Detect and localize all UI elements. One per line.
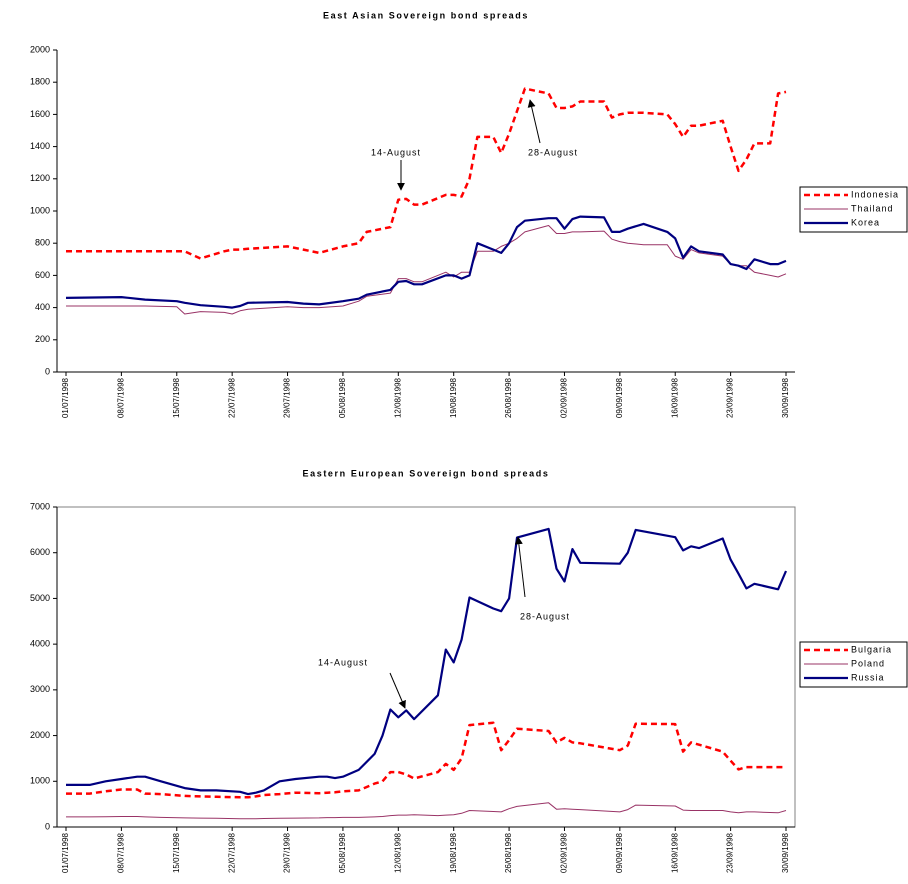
y-tick-label: 1800 bbox=[30, 77, 50, 87]
x-tick-label: 16/09/1998 bbox=[670, 377, 679, 418]
legend-label: Russia bbox=[851, 672, 885, 682]
x-tick-label: 08/07/1998 bbox=[116, 832, 125, 873]
x-tick-label: 19/08/1998 bbox=[449, 377, 458, 418]
y-tick-label: 2000 bbox=[30, 44, 50, 54]
y-tick-label: 2000 bbox=[30, 730, 50, 740]
annotation: 28-August bbox=[528, 147, 578, 157]
x-tick-label: 29/07/1998 bbox=[283, 377, 292, 418]
y-tick-label: 0 bbox=[45, 821, 50, 831]
x-tick-label: 01/07/1998 bbox=[61, 377, 70, 418]
x-tick-label: 05/08/1998 bbox=[338, 377, 347, 418]
y-tick-label: 800 bbox=[35, 238, 50, 248]
y-tick-label: 1200 bbox=[30, 173, 50, 183]
x-tick-label: 12/08/1998 bbox=[393, 377, 402, 418]
annotation-arrow bbox=[514, 536, 526, 598]
y-tick-label: 1000 bbox=[30, 776, 50, 786]
plot-border bbox=[56, 506, 796, 828]
x-tick-label: 09/09/1998 bbox=[615, 832, 624, 873]
x-tick-label: 26/08/1998 bbox=[504, 832, 513, 873]
annotation: 14-August bbox=[371, 147, 421, 157]
y-tick-label: 0 bbox=[45, 366, 50, 376]
legend-label: Thailand bbox=[851, 203, 894, 213]
annotation-arrow bbox=[527, 99, 541, 144]
x-tick-label: 01/07/1998 bbox=[61, 832, 70, 873]
y-tick-label: 600 bbox=[35, 270, 50, 280]
chart-title: Eastern European Sovereign bond spreads bbox=[303, 468, 550, 478]
y-tick-label: 7000 bbox=[30, 501, 50, 511]
annotation-arrow bbox=[389, 672, 406, 709]
x-tick-label: 23/09/1998 bbox=[726, 377, 735, 418]
annotation: 14-August bbox=[318, 657, 368, 667]
y-tick-label: 6000 bbox=[30, 547, 50, 557]
y-tick-label: 4000 bbox=[30, 639, 50, 649]
annotation: 28-August bbox=[520, 611, 570, 621]
x-tick-label: 30/09/1998 bbox=[781, 832, 790, 873]
chart: Eastern European Sovereign bond spreads 0… bbox=[30, 468, 908, 873]
series-line bbox=[66, 802, 787, 820]
x-tick-label: 05/08/1998 bbox=[338, 832, 347, 873]
x-tick-label: 29/07/1998 bbox=[283, 832, 292, 873]
x-tick-label: 12/08/1998 bbox=[393, 832, 402, 873]
y-tick-label: 1400 bbox=[30, 141, 50, 151]
x-tick-label: 30/09/1998 bbox=[781, 377, 790, 418]
x-tick-label: 26/08/1998 bbox=[504, 377, 513, 418]
y-tick-label: 200 bbox=[35, 334, 50, 344]
legend-label: Poland bbox=[851, 658, 885, 668]
legend-label: Korea bbox=[851, 217, 880, 227]
x-tick-label: 15/07/1998 bbox=[172, 377, 181, 418]
chart: East Asian Sovereign bond spreads 0 200 400… bbox=[30, 10, 908, 418]
x-tick-label: 16/09/1998 bbox=[670, 832, 679, 873]
series-line bbox=[66, 87, 787, 260]
y-tick-label: 5000 bbox=[30, 593, 50, 603]
y-tick-label: 1600 bbox=[30, 109, 50, 119]
legend-label: Indonesia bbox=[851, 189, 899, 199]
y-tick-label: 3000 bbox=[30, 684, 50, 694]
x-tick-label: 02/09/1998 bbox=[560, 832, 569, 873]
x-tick-label: 02/09/1998 bbox=[560, 377, 569, 418]
series-line bbox=[66, 721, 786, 799]
x-tick-label: 23/09/1998 bbox=[726, 832, 735, 873]
series-line bbox=[66, 527, 788, 796]
x-tick-label: 22/07/1998 bbox=[227, 377, 236, 418]
x-tick-label: 09/09/1998 bbox=[615, 377, 624, 418]
series-line bbox=[65, 215, 787, 309]
x-tick-label: 19/08/1998 bbox=[449, 832, 458, 873]
series-line bbox=[66, 225, 787, 315]
chart-title: East Asian Sovereign bond spreads bbox=[323, 10, 529, 20]
x-tick-label: 08/07/1998 bbox=[116, 377, 125, 418]
y-tick-label: 400 bbox=[35, 302, 50, 312]
y-tick-label: 1000 bbox=[30, 205, 50, 215]
x-tick-label: 15/07/1998 bbox=[172, 832, 181, 873]
x-tick-label: 22/07/1998 bbox=[227, 832, 236, 873]
legend-label: Bulgaria bbox=[851, 644, 892, 654]
